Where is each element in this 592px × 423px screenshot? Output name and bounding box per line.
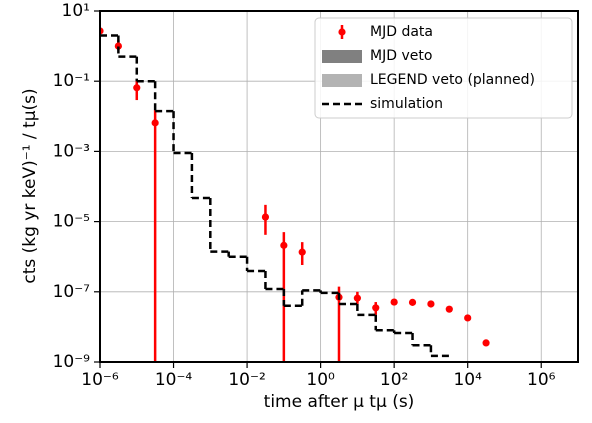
x-tick-label: 10⁻² <box>228 370 265 390</box>
plot-area <box>100 27 490 362</box>
legend-label: LEGEND veto (planned) <box>370 72 535 88</box>
y-axis-label: cts (kg yr keV)⁻¹ / tμ(s) <box>20 88 40 283</box>
data-point <box>151 119 159 127</box>
legend-label: MJD veto <box>370 48 432 64</box>
x-tick-label: 10⁰ <box>306 370 335 390</box>
plot-frame <box>99 10 579 363</box>
legend-swatch <box>322 50 362 63</box>
y-tick-label: 10⁻³ <box>53 141 90 161</box>
x-tick-label: 10⁻⁴ <box>155 370 193 390</box>
x-tick-label: 10² <box>380 370 408 390</box>
x-tick-label: 10⁻⁶ <box>81 370 119 390</box>
legend: MJD data MJD veto LEGEND veto (planned) sim… <box>314 17 573 119</box>
data-point <box>427 300 435 308</box>
legend-box <box>314 17 573 119</box>
y-tick-label: 10⁻⁵ <box>53 212 90 232</box>
y-tick-label: 10¹ <box>62 1 90 21</box>
data-point <box>114 42 122 50</box>
legend-label: MJD data <box>370 24 433 40</box>
data-point <box>372 304 380 312</box>
data-point <box>408 298 417 306</box>
x-tick-label: 10⁴ <box>453 370 482 390</box>
data-point <box>482 339 490 347</box>
axes: 10⁻⁶ 10⁻⁴ 10⁻² 10⁰ 10² 10⁴ 10⁶ 10⁻⁹ 10⁻⁷ 10⁻⁵ 10⁻³… <box>53 1 556 390</box>
data-point <box>390 298 398 306</box>
y-tick-label: 10⁻⁷ <box>53 282 91 302</box>
x-tick-label: 10⁶ <box>527 370 556 390</box>
legend-swatch <box>322 74 362 87</box>
y-tick-label: 10⁻⁹ <box>53 352 91 372</box>
legend-label: simulation <box>370 96 443 112</box>
legend-swatch <box>338 28 346 36</box>
data-point <box>445 305 453 313</box>
data-point <box>353 294 361 302</box>
y-tick-label: 10⁻¹ <box>53 71 90 91</box>
data-point <box>280 241 288 249</box>
data-point <box>298 248 306 256</box>
x-axis-label: time after μ tμ (s) <box>264 392 415 412</box>
data-point <box>464 314 472 322</box>
data-point <box>133 84 141 92</box>
data-point <box>261 213 270 221</box>
